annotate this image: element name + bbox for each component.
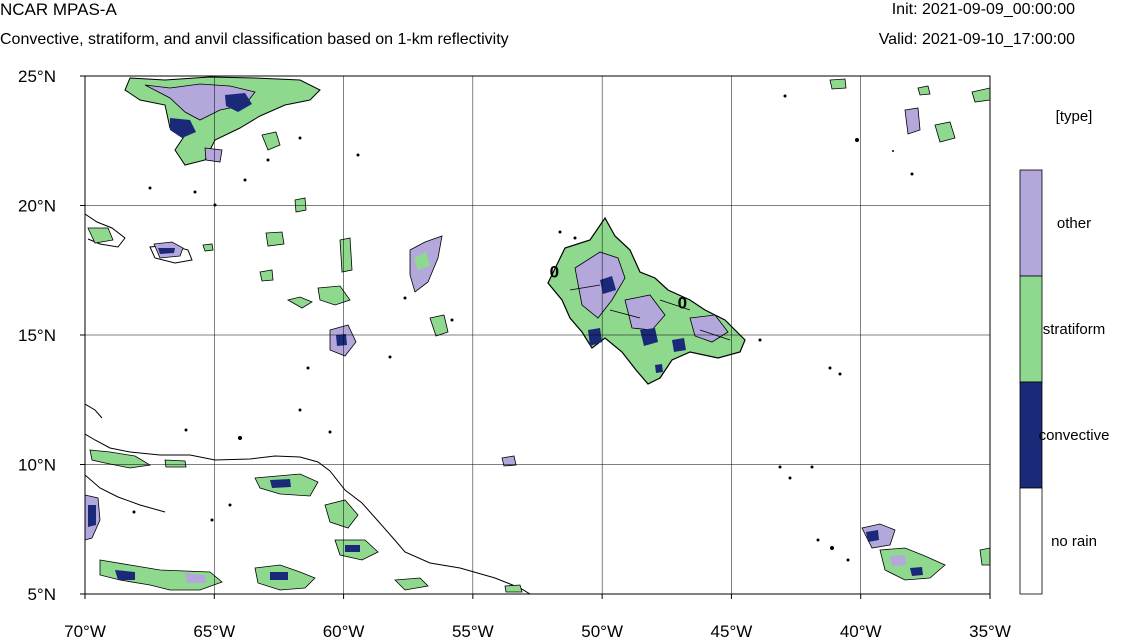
contour-annotations: 00 — [550, 262, 687, 312]
legend-label: stratiform — [1043, 321, 1106, 338]
legend-swatch — [1019, 487, 1043, 595]
map-field — [85, 76, 990, 594]
x-tick-label: 70°W — [64, 622, 106, 641]
precip-cluster-southeast — [861, 523, 990, 581]
legend-swatch — [1019, 169, 1043, 277]
contour-label: 0 — [678, 293, 687, 312]
precip-cluster-central — [547, 216, 746, 385]
precip-cell-group-central-west — [317, 235, 517, 467]
init-time: Init: 2021-09-09_00:00:00 — [891, 1, 1075, 18]
legend-label: other — [1057, 215, 1091, 232]
plot-description: Convective, stratiform, and anvil classi… — [0, 31, 509, 48]
precip-scattered-cells — [132, 94, 914, 562]
precip-cluster-caribbean-north — [124, 76, 321, 166]
legend-label: no rain — [1051, 533, 1097, 550]
y-tick-label: 20°N — [18, 197, 56, 216]
model-title: NCAR MPAS-A — [0, 0, 117, 19]
y-tick-label: 25°N — [18, 67, 56, 86]
y-tick-label: 15°N — [18, 326, 56, 345]
x-tick-label: 50°W — [581, 622, 623, 641]
contour-label: 0 — [550, 262, 559, 281]
precip-cluster-northeast — [829, 78, 990, 143]
precip-cluster-south-america — [85, 449, 523, 593]
x-tick-label: 35°W — [969, 622, 1011, 641]
coastline-layer — [85, 213, 531, 594]
legend: [type] other stratiform convective no rain — [1019, 108, 1110, 595]
legend-title: [type] — [1056, 108, 1093, 125]
legend-swatch — [1019, 275, 1043, 383]
x-tick-label: 60°W — [323, 622, 365, 641]
legend-label: convective — [1039, 427, 1110, 444]
valid-time: Valid: 2021-09-10_17:00:00 — [878, 31, 1075, 48]
x-tick-label: 65°W — [193, 622, 235, 641]
y-tick-label: 5°N — [27, 585, 56, 604]
x-tick-label: 55°W — [452, 622, 494, 641]
x-tick-label: 45°W — [711, 622, 753, 641]
axis-labels: 70°W 65°W 60°W 55°W 50°W 45°W 40°W 35°W 25°N 20°N… — [18, 67, 1011, 641]
grid-lines — [85, 76, 990, 594]
y-tick-label: 10°N — [18, 456, 56, 475]
legend-color-bar: other stratiform convective no rain — [1019, 169, 1110, 595]
precip-cell-group-west — [87, 197, 313, 309]
x-tick-label: 40°W — [840, 622, 882, 641]
